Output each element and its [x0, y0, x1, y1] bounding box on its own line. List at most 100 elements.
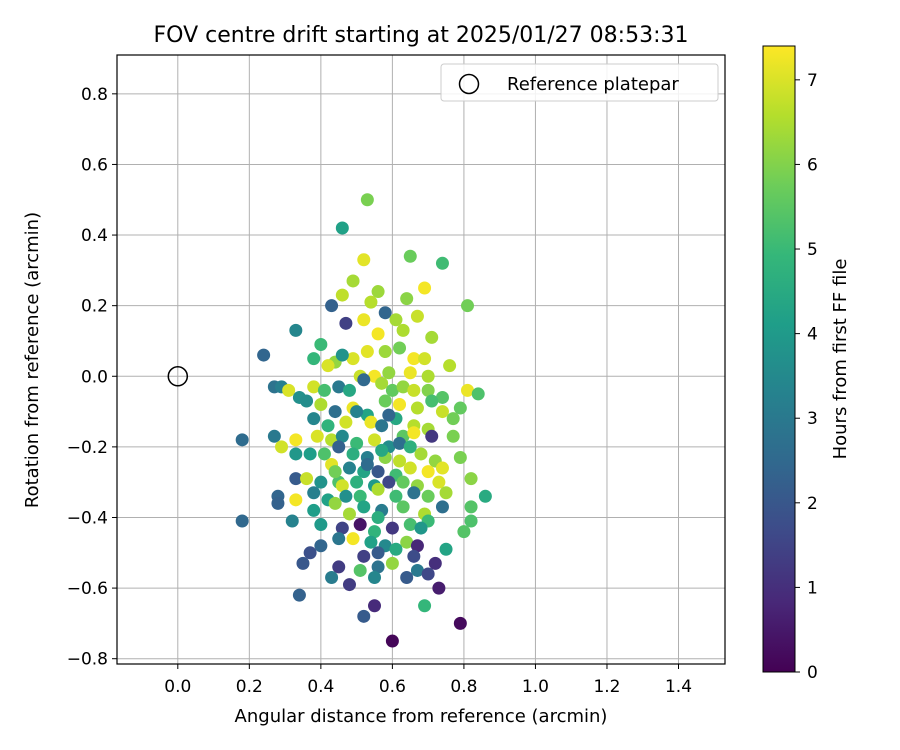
scatter-point — [332, 560, 346, 574]
colorbar-tick-label: 4 — [807, 325, 818, 345]
scatter-point — [385, 556, 399, 570]
scatter-point — [410, 401, 424, 415]
y-tick-label: 0.4 — [81, 226, 108, 246]
y-tick-label: −0.6 — [67, 579, 108, 599]
scatter-point — [382, 408, 396, 422]
scatter-point — [350, 475, 364, 489]
scatter-point — [368, 599, 382, 613]
scatter-point — [325, 299, 339, 313]
scatter-point — [335, 479, 349, 493]
scatter-point — [414, 521, 428, 535]
legend-reference-icon — [458, 73, 480, 95]
scatter-point — [339, 415, 353, 429]
colorbar-tick-label: 2 — [807, 494, 818, 514]
scatter-point — [339, 489, 353, 503]
scatter-point — [410, 563, 424, 577]
legend-label: Reference platepar — [507, 74, 679, 95]
scatter-point — [328, 465, 342, 479]
scatter-point — [418, 352, 432, 366]
scatter-point — [257, 348, 271, 362]
scatter-point — [332, 532, 346, 546]
scatter-point — [368, 525, 382, 539]
scatter-point — [393, 398, 407, 412]
scatter-point — [371, 560, 385, 574]
x-tick-label: 0.0 — [164, 677, 191, 697]
scatter-point — [328, 405, 342, 419]
scatter-point — [382, 475, 396, 489]
scatter-point — [421, 567, 435, 581]
scatter-point — [471, 387, 485, 401]
scatter-point — [332, 440, 346, 454]
scatter-point — [282, 383, 296, 397]
scatter-point — [460, 383, 474, 397]
scatter-point — [342, 461, 356, 475]
scatter-point — [321, 359, 335, 373]
scatter-point — [360, 193, 374, 207]
y-tick-label: 0.2 — [81, 297, 108, 317]
scatter-point — [400, 535, 414, 549]
colorbar-ticks: 0 1 2 3 4 5 6 7 — [795, 71, 818, 683]
scatter-point — [314, 337, 328, 351]
scatter-point — [289, 447, 303, 461]
scatter-point — [435, 390, 449, 404]
x-tick-label: 1.2 — [593, 677, 620, 697]
scatter-point — [371, 510, 385, 524]
scatter-point — [307, 352, 321, 366]
scatter-point — [389, 489, 403, 503]
scatter-point — [360, 458, 374, 472]
y-axis-label: Rotation from reference (arcmin) — [22, 212, 43, 508]
scatter-point — [346, 352, 360, 366]
scatter-point — [350, 436, 364, 450]
plot-frame — [116, 54, 726, 665]
scatter-point — [335, 221, 349, 235]
scatter-point — [360, 345, 374, 359]
scatter-point — [317, 447, 331, 461]
x-tick-label: 1.0 — [522, 677, 549, 697]
scatter-point — [289, 493, 303, 507]
scatter-point — [368, 433, 382, 447]
scatter-point — [403, 461, 417, 475]
reference-platepar-marker — [167, 366, 189, 387]
scatter-point — [371, 482, 385, 496]
scatter-point — [407, 352, 421, 366]
scatter-point — [307, 503, 321, 517]
colorbar-tick-label: 0 — [807, 663, 818, 683]
scatter-point — [418, 281, 432, 295]
scatter-point — [425, 429, 439, 443]
y-axis-ticks: −0.8 −0.6 −0.4 −0.2 0.0 0.2 0.4 0.6 0.8 — [67, 85, 117, 670]
scatter-point — [292, 588, 306, 602]
x-axis-label: Angular distance from reference (arcmin) — [235, 706, 608, 727]
scatter-point — [235, 514, 249, 528]
y-tick-label: 0.0 — [81, 367, 108, 387]
scatter-point — [435, 500, 449, 514]
scatter-point — [314, 398, 328, 412]
scatter-point — [353, 518, 367, 532]
scatter-point — [364, 535, 378, 549]
scatter-point — [425, 394, 439, 408]
scatter-point — [407, 549, 421, 563]
chart-title: FOV centre drift starting at 2025/01/27 … — [154, 23, 689, 48]
scatter-point — [342, 578, 356, 592]
scatter-point — [446, 429, 460, 443]
scatter-point — [371, 546, 385, 560]
scatter-point — [378, 306, 392, 320]
scatter-point — [307, 380, 321, 394]
colorbar-tick-label: 7 — [807, 71, 818, 91]
scatter-point — [357, 549, 371, 563]
colorbar-gradient — [762, 45, 796, 673]
scatter-point — [393, 454, 407, 468]
scatter-point — [375, 376, 389, 390]
scatter-point — [375, 419, 389, 433]
scatter-point — [271, 496, 285, 510]
scatter-point — [275, 440, 289, 454]
scatter-point — [403, 518, 417, 532]
scatter-point — [285, 514, 299, 528]
scatter-point — [364, 415, 378, 429]
scatter-point — [403, 249, 417, 263]
scatter-point — [378, 394, 392, 408]
scatter-point — [346, 532, 360, 546]
scatter-point — [403, 366, 417, 380]
scatter-point — [407, 426, 421, 440]
scatter-point — [357, 609, 371, 623]
